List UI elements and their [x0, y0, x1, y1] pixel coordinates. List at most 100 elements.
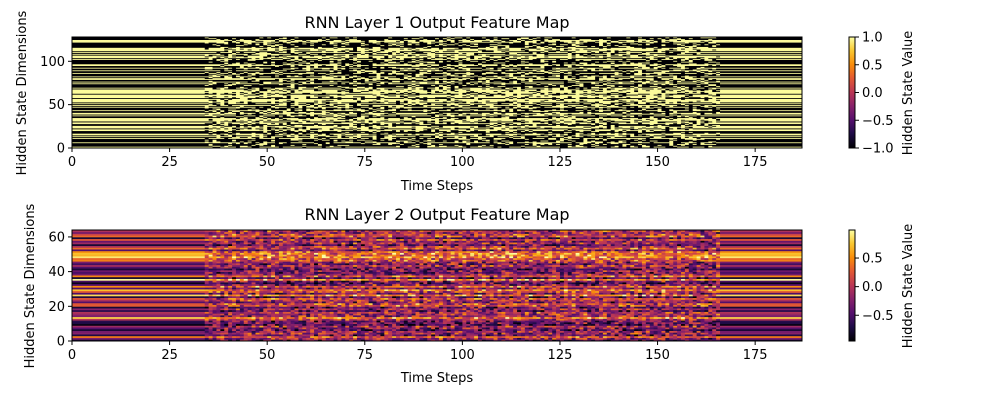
heatmap-cell [509, 135, 514, 138]
heatmap-cell [563, 121, 573, 123]
heatmap-cell [657, 108, 662, 110]
heatmap-cell [438, 115, 452, 118]
heatmap-cell [271, 104, 276, 106]
heatmap-cell [72, 102, 210, 105]
heatmap-cell [591, 134, 616, 137]
heatmap-cell [306, 108, 311, 110]
heatmap-cell [325, 112, 331, 114]
heatmap-cell [259, 116, 264, 119]
heatmap-cell [677, 127, 682, 129]
heatmap-cell [485, 144, 491, 146]
heatmap-cell [700, 112, 705, 114]
heatmap-cell [595, 96, 600, 99]
heatmap-cell [232, 144, 252, 146]
heatmap-cell [204, 141, 210, 143]
heatmap-cell [356, 119, 362, 121]
heatmap-cell [442, 143, 467, 145]
heatmap-cell [520, 130, 526, 132]
heatmap-cell [399, 130, 405, 132]
heatmap-cell [458, 141, 463, 143]
heatmap-cell [587, 117, 619, 119]
heatmap-cell [688, 122, 694, 125]
heatmap-cell [575, 115, 623, 118]
heatmap-cell [251, 101, 268, 103]
heatmap-cell [337, 105, 346, 107]
heatmap-cell [618, 134, 623, 136]
heatmap-cell [692, 111, 697, 113]
heatmap-cell [247, 113, 252, 115]
heatmap-cell [645, 95, 658, 98]
heatmap-cell [680, 103, 686, 106]
heatmap-cell [317, 102, 323, 104]
heatmap-cell [239, 126, 268, 128]
heatmap-cell [497, 108, 502, 111]
heatmap-cell [638, 130, 643, 132]
heatmap-cell [407, 134, 420, 136]
heatmap-cell [415, 115, 436, 118]
heatmap-cell [72, 134, 217, 137]
heatmap-cell [349, 127, 354, 129]
heatmap-cell [700, 143, 717, 145]
heatmap-cell [306, 115, 311, 117]
heatmap-cell [638, 121, 643, 124]
heatmap-cell [528, 108, 534, 110]
heatmap-cell [602, 141, 612, 143]
heatmap-cell [298, 103, 307, 106]
heatmap-cell [579, 99, 584, 101]
heatmap-cell [247, 102, 272, 104]
heatmap-cell [583, 111, 588, 113]
heatmap-cell [669, 125, 682, 127]
heatmap-cell [716, 112, 803, 114]
heatmap-cell [474, 103, 487, 106]
heatmap-cell [255, 144, 260, 146]
heatmap-cell [384, 139, 389, 141]
heatmap-cell [431, 128, 436, 131]
heatmap-cell [567, 115, 573, 118]
heatmap-cell [696, 117, 701, 119]
heatmap-cell [614, 95, 619, 98]
heatmap-cell [329, 145, 334, 147]
heatmap-cell [290, 138, 303, 140]
heatmap-cell [380, 106, 385, 108]
heatmap-cell [208, 129, 233, 132]
heatmap-cell [614, 136, 655, 138]
heatmap-cell [271, 117, 276, 119]
heatmap-cell [263, 121, 292, 123]
heatmap-cell [532, 104, 541, 106]
heatmap-cell [72, 137, 206, 139]
heatmap-cell [626, 106, 631, 108]
heatmap-cell [310, 128, 319, 131]
heatmap-cell [692, 116, 701, 119]
heatmap-cell [419, 135, 432, 138]
heatmap-cell [513, 100, 518, 102]
heatmap-cell [396, 134, 436, 137]
heatmap-cell [513, 136, 522, 138]
heatmap-cell [712, 117, 717, 119]
heatmap-cell [384, 110, 424, 112]
heatmap-cell [423, 96, 428, 99]
heatmap-cell [259, 106, 264, 108]
heatmap-cell [407, 141, 455, 143]
heatmap-cell [665, 126, 670, 128]
heatmap-cell [489, 128, 494, 130]
heatmap-cell [657, 108, 662, 111]
heatmap-cell [310, 131, 315, 133]
heatmap-cell [669, 118, 674, 120]
heatmap-cell [501, 128, 506, 130]
heatmap-cell [645, 102, 651, 105]
heatmap-cell [360, 123, 366, 125]
heatmap-cell [290, 108, 299, 111]
heatmap-cell [716, 117, 803, 119]
heatmap-cell [544, 114, 549, 116]
heatmap-cell [384, 126, 413, 128]
heatmap-cell [251, 146, 260, 148]
heatmap-cell [587, 121, 592, 123]
heatmap-cell [489, 119, 514, 121]
heatmap-cell [220, 109, 225, 112]
heatmap-cell [684, 134, 697, 137]
heatmap-cell [325, 141, 331, 144]
heatmap-cell [337, 98, 342, 100]
heatmap-cell [567, 135, 573, 138]
heatmap-cell [638, 146, 643, 148]
heatmap-cell [384, 123, 389, 125]
